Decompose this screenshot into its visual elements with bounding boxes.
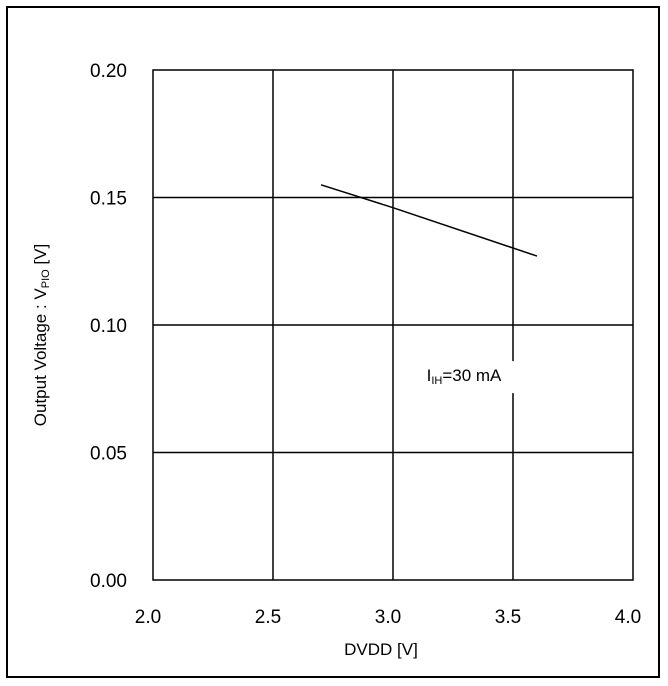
x-tick-label: 4.0 (615, 607, 641, 628)
x-tick-label: 3.0 (375, 607, 401, 628)
series-layer (320, 184, 538, 257)
y-tick-label: 0.00 (90, 571, 127, 592)
annotation-rest: =30 mA (442, 366, 502, 385)
y-axis-label-suffix: [V] (31, 244, 50, 270)
x-tick-label: 3.5 (495, 607, 521, 628)
y-axis-ticks: 0.00 0.05 0.10 0.15 0.20 (90, 61, 127, 592)
series-line (320, 184, 538, 257)
annotation-subscript: IH (431, 375, 442, 387)
current-annotation: IIH=30 mA (427, 366, 502, 387)
x-axis-ticks: 2.0 2.5 3.0 3.5 4.0 (135, 607, 641, 628)
x-tick-label: 2.0 (135, 607, 161, 628)
annotation-background (422, 361, 547, 394)
y-axis-label-prefix: Output Voltage : V (31, 288, 50, 427)
y-axis-label: Output Voltage : VPIO [V] (31, 244, 52, 426)
x-axis-label: DVDD [V] (344, 640, 418, 659)
chart-frame (6, 6, 660, 678)
y-tick-label: 0.15 (90, 189, 127, 210)
y-tick-label: 0.10 (90, 316, 127, 337)
plot-area-border (152, 69, 634, 581)
x-tick-label: 2.5 (255, 607, 281, 628)
y-axis-label-subscript: PIO (40, 269, 52, 288)
y-tick-label: 0.05 (90, 444, 127, 465)
annotation-main: I (427, 366, 432, 385)
y-tick-label: 0.20 (90, 61, 127, 82)
grid-lines (153, 70, 633, 580)
